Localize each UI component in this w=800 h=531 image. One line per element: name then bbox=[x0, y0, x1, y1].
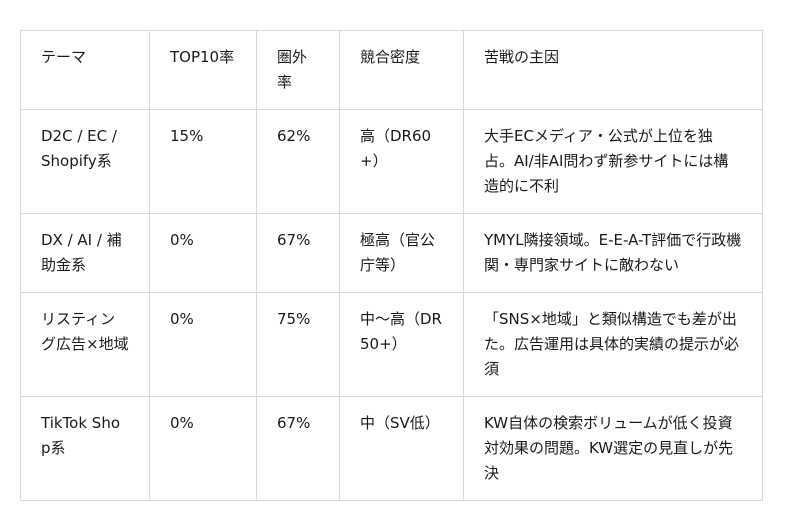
cell-main-cause: YMYL隣接領域。E-E-A-T評価で行政機関・専門家サイトに敵わない bbox=[463, 213, 763, 293]
cell-competition-density: 中（SV低） bbox=[339, 396, 464, 501]
cell-out-of-rank-rate: 67% bbox=[256, 213, 340, 293]
table-row: D2C / EC / Shopify系 15% 62% 高（DR60+） 大手E… bbox=[20, 109, 763, 214]
cell-top10-rate: 0% bbox=[149, 213, 257, 293]
cell-theme: DX / AI / 補助金系 bbox=[20, 213, 150, 293]
cell-main-cause: 「SNS×地域」と類似構造でも差が出た。広告運用は具体的実績の提示が必須 bbox=[463, 292, 763, 397]
table-header-row: テーマ TOP10率 圏外率 競合密度 苦戦の主因 bbox=[20, 30, 763, 110]
table-row: リスティング広告×地域 0% 75% 中〜高（DR50+） 「SNS×地域」と類… bbox=[20, 292, 763, 397]
cell-out-of-rank-rate: 62% bbox=[256, 109, 340, 214]
cell-out-of-rank-rate: 67% bbox=[256, 396, 340, 501]
cell-top10-rate: 0% bbox=[149, 396, 257, 501]
cell-main-cause: 大手ECメディア・公式が上位を独占。AI/非AI問わず新参サイトには構造的に不利 bbox=[463, 109, 763, 214]
header-main-cause: 苦戦の主因 bbox=[463, 30, 763, 110]
table-row: DX / AI / 補助金系 0% 67% 極高（官公庁等） YMYL隣接領域。… bbox=[20, 213, 763, 293]
cell-competition-density: 中〜高（DR50+） bbox=[339, 292, 464, 397]
header-top10-rate: TOP10率 bbox=[149, 30, 257, 110]
cell-out-of-rank-rate: 75% bbox=[256, 292, 340, 397]
cell-top10-rate: 15% bbox=[149, 109, 257, 214]
cell-main-cause: KW自体の検索ボリュームが低く投資対効果の問題。KW選定の見直しが先決 bbox=[463, 396, 763, 501]
cell-theme: リスティング広告×地域 bbox=[20, 292, 150, 397]
cell-theme: D2C / EC / Shopify系 bbox=[20, 109, 150, 214]
header-theme: テーマ bbox=[20, 30, 150, 110]
comparison-table: テーマ TOP10率 圏外率 競合密度 苦戦の主因 D2C / EC / Sho… bbox=[20, 30, 763, 501]
cell-competition-density: 極高（官公庁等） bbox=[339, 213, 464, 293]
cell-theme: TikTok Shop系 bbox=[20, 396, 150, 501]
table-row: TikTok Shop系 0% 67% 中（SV低） KW自体の検索ボリュームが… bbox=[20, 396, 763, 501]
header-out-of-rank-rate: 圏外率 bbox=[256, 30, 340, 110]
cell-top10-rate: 0% bbox=[149, 292, 257, 397]
cell-competition-density: 高（DR60+） bbox=[339, 109, 464, 214]
header-competition-density: 競合密度 bbox=[339, 30, 464, 110]
